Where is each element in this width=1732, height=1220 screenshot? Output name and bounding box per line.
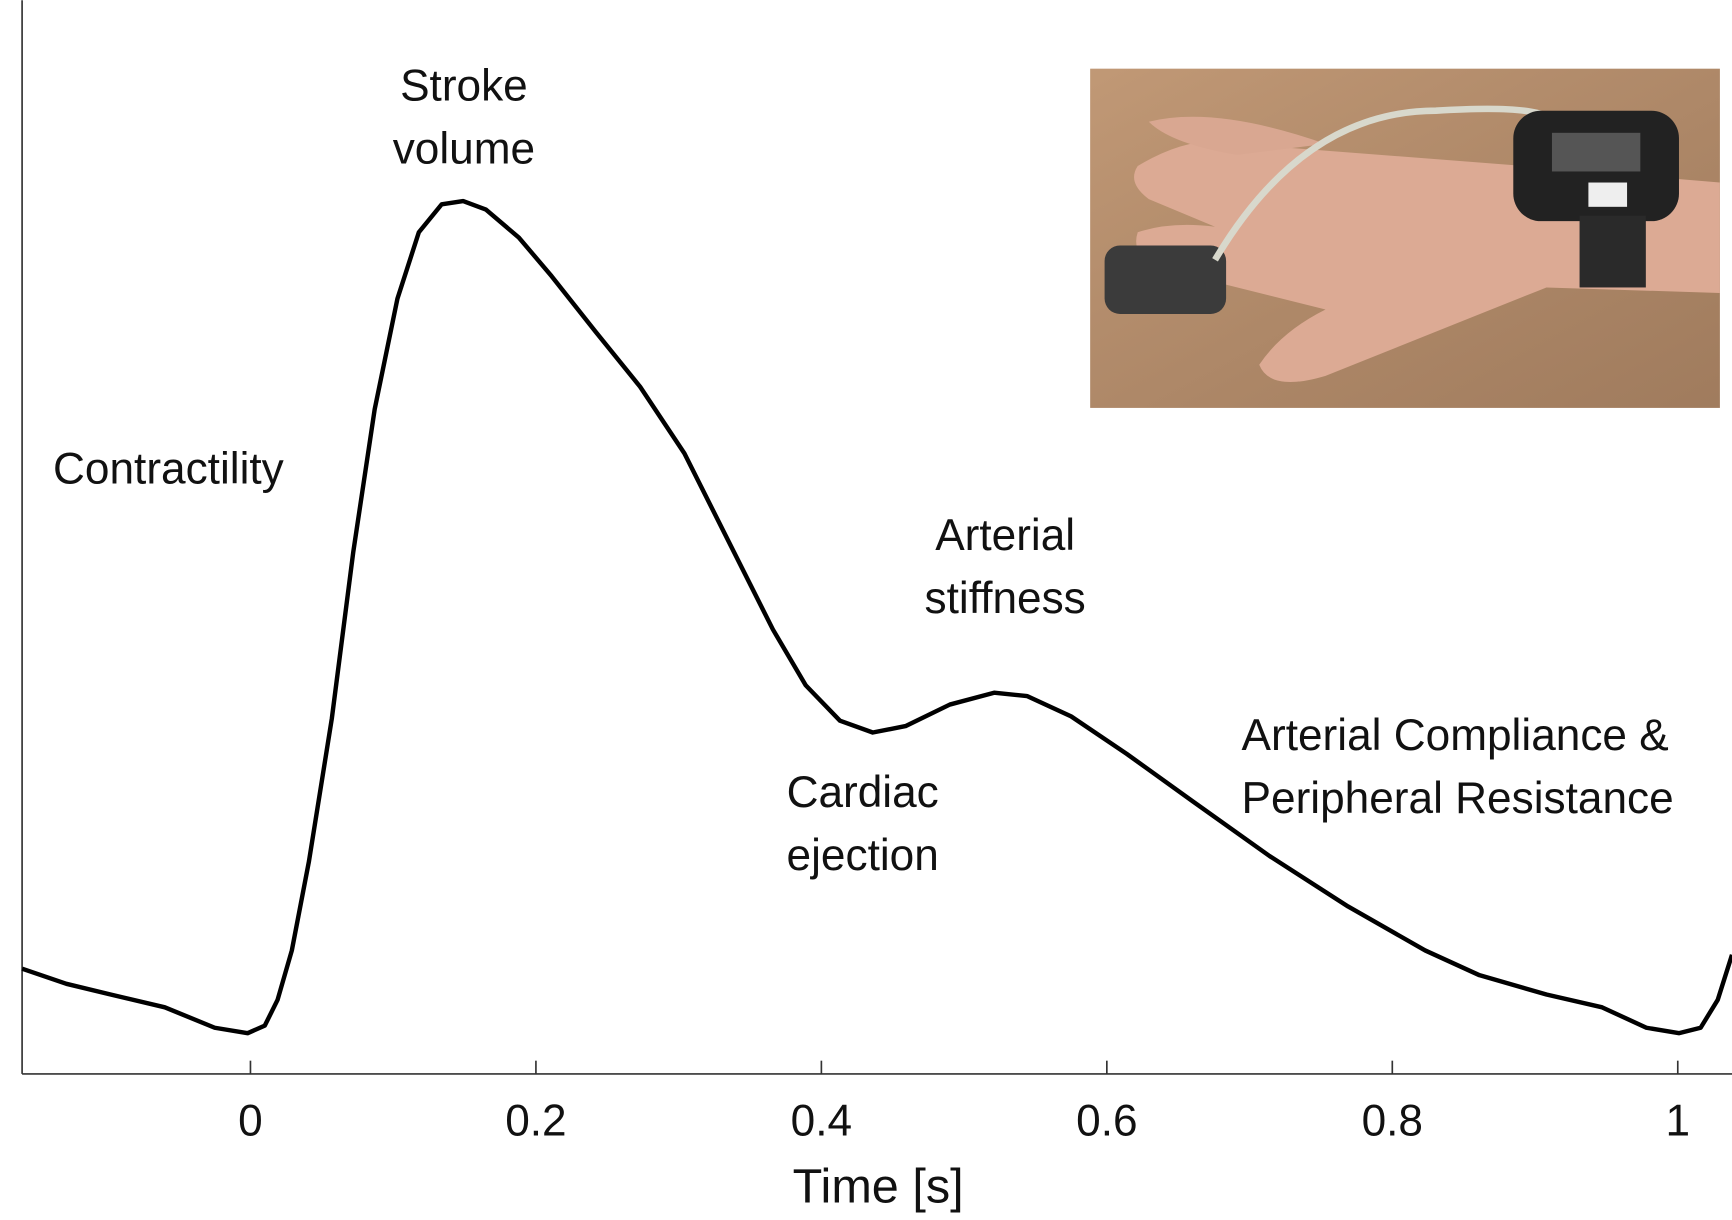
annotation: Cardiac (787, 768, 939, 817)
annotation: Arterial (935, 511, 1075, 560)
x-tick-label: 0.8 (1362, 1096, 1423, 1145)
annotation: Peripheral Resistance (1242, 774, 1674, 823)
x-tick-label: 0.4 (791, 1096, 852, 1145)
x-tick-label: 0.6 (1076, 1096, 1137, 1145)
annotation: stiffness (925, 574, 1086, 623)
x-axis-label: Time [s] (793, 1160, 964, 1214)
x-tick-label: 0 (238, 1096, 263, 1145)
annotation: Stroke (400, 61, 528, 110)
waveform-line (21, 198, 1732, 1036)
x-tick-label: 1 (1665, 1096, 1690, 1145)
annotation: Arterial Compliance & (1242, 711, 1669, 760)
annotation: volume (393, 124, 535, 173)
inset-photo (1090, 68, 1720, 408)
annotation: ejection (787, 831, 939, 880)
x-tick-label: 0.2 (505, 1096, 566, 1145)
annotation: Contractility (53, 445, 284, 494)
